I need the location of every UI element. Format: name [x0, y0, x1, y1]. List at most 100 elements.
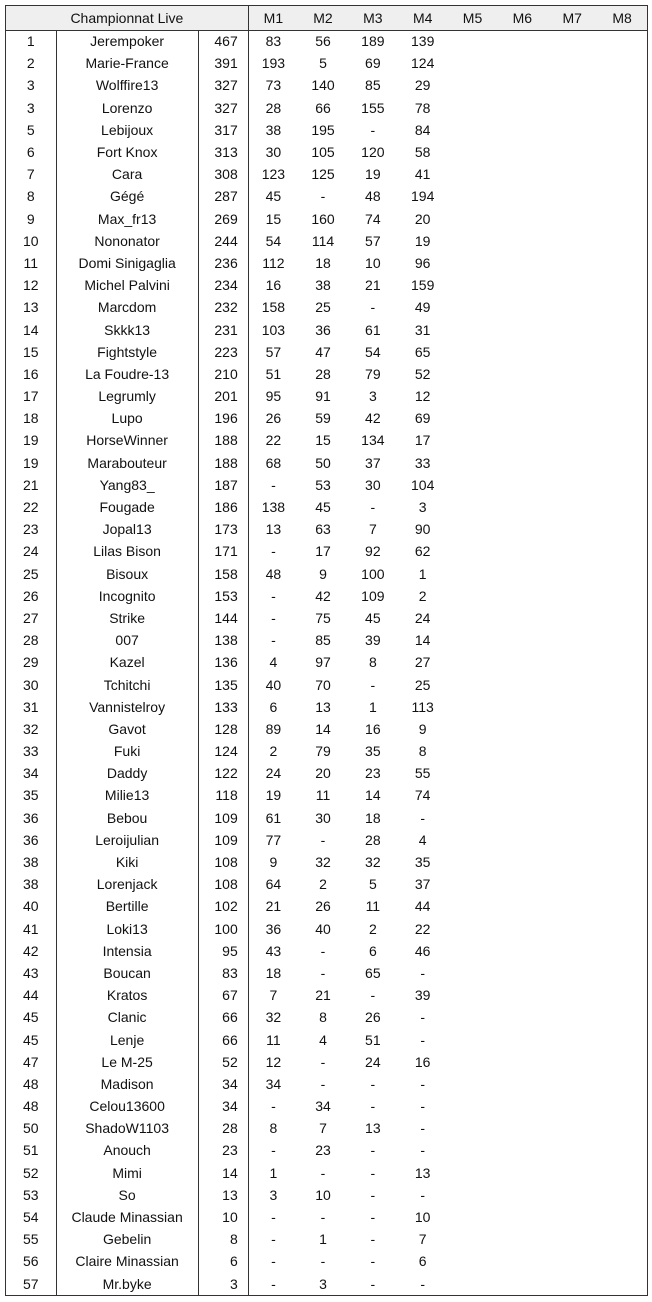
round-score-cell: 125 — [311, 166, 335, 183]
round-score-cell — [597, 563, 647, 585]
player-name-cell: Lorenjack — [56, 873, 199, 896]
round-score-cell — [448, 1162, 498, 1184]
round-score-cell — [448, 119, 498, 141]
round-score-cell: 15 — [265, 210, 282, 227]
round-score-cell: 11 — [365, 898, 381, 915]
table-row: 32 Gavot 128 89 14 16 9 — [6, 717, 647, 740]
table-row: 35 Milie13 118 19 11 14 74 — [6, 784, 647, 807]
round-score-cell: 79 — [365, 365, 381, 382]
round-score-cell — [547, 807, 597, 829]
round-score-cell — [547, 496, 597, 518]
round-score-cell: 13 — [315, 698, 331, 715]
round-score-cell — [547, 341, 597, 363]
round-score-cell — [547, 563, 597, 585]
round-score-cell — [448, 318, 498, 340]
round-score-cell: 5 — [368, 876, 377, 893]
round-score-cell — [448, 873, 498, 895]
player-name-cell: 007 — [56, 629, 199, 652]
round-score-cell — [597, 1250, 647, 1272]
player-name-cell: Celou13600 — [56, 1095, 199, 1118]
rank-cell: 16 — [6, 362, 57, 385]
rank-cell: 7 — [6, 163, 57, 186]
round-score-cell: - — [271, 543, 276, 560]
round-score-cell — [547, 208, 597, 230]
round-score-cell — [497, 74, 547, 96]
round-score-cell — [497, 673, 547, 695]
table-row: 19 HorseWinner 188 22 15 134 17 — [6, 429, 647, 452]
rank-cell: 1 — [6, 30, 57, 53]
points-cell: 118 — [198, 784, 249, 807]
round-score-cell — [448, 1184, 498, 1206]
table-row: 7 Cara 308 123 125 19 41 — [6, 163, 647, 186]
round-score-cell: 51 — [365, 1031, 381, 1048]
round-score-cell — [497, 563, 547, 585]
round-score-cell: 23 — [315, 1142, 331, 1159]
points-cell: 232 — [198, 296, 249, 319]
round-score-cell — [547, 1184, 597, 1206]
table-row: 54 Claude Minassian 10- - -10 — [6, 1205, 647, 1229]
round-score-cell: 16 — [414, 1053, 431, 1070]
round-score-cell: 48 — [365, 188, 381, 205]
round-score-cell — [448, 673, 498, 695]
round-score-cell: 54 — [265, 232, 282, 249]
round-score-cell — [597, 474, 647, 496]
round-score-cell — [497, 1006, 547, 1028]
round-score-cell — [497, 185, 547, 207]
round-score-cell: 32 — [265, 1009, 282, 1026]
round-score-cell — [547, 230, 597, 252]
player-name-cell: Lupo — [56, 407, 199, 430]
table-row: 3 Wolffire13 327 73 140 85 29 — [6, 74, 647, 97]
rank-cell: 14 — [6, 318, 57, 341]
round-score-cell — [597, 52, 647, 74]
round-score-cell — [448, 1228, 498, 1250]
player-name-cell: Lilas Bison — [56, 540, 199, 563]
round-score-cell — [497, 252, 547, 274]
rank-cell: 54 — [6, 1205, 57, 1229]
points-cell: 234 — [198, 274, 249, 297]
round-score-cell: 43 — [265, 942, 282, 959]
player-name-cell: Madison — [56, 1072, 199, 1095]
round-score-cell — [448, 1095, 498, 1117]
round-score-cell: 9 — [319, 565, 327, 582]
round-score-cell — [547, 141, 597, 163]
round-score-cell: 139 — [411, 33, 435, 50]
player-name-cell: Daddy — [56, 762, 199, 785]
round-score-cell: 120 — [361, 144, 385, 161]
rank-cell: 26 — [6, 584, 57, 607]
round-score-cell — [597, 1028, 647, 1050]
points-cell: 236 — [198, 251, 249, 275]
round-score-cell — [547, 829, 597, 851]
round-score-cell — [547, 718, 597, 740]
round-score-cell: 53 — [315, 476, 331, 493]
round-score-cell — [547, 1228, 597, 1250]
round-score-cell: - — [320, 1053, 326, 1070]
player-name-cell: Fuki — [56, 740, 199, 763]
points-cell: 210 — [198, 362, 249, 385]
round-score-cell — [597, 851, 647, 873]
round-score-cell — [497, 1095, 547, 1117]
rank-cell: 9 — [6, 207, 57, 230]
round-score-cell: 57 — [365, 232, 381, 249]
points-cell: 122 — [198, 762, 249, 785]
table-body: 1 Jerempoker 467 83 56 189 139 2 Marie-France 391… — [6, 30, 647, 1295]
round-score-cell: 12 — [265, 1053, 282, 1070]
points-cell: 173 — [198, 518, 249, 541]
points-cell: 133 — [198, 695, 249, 718]
round-score-cell: 18 — [365, 809, 381, 826]
player-name-cell: Domi Sinigaglia — [56, 251, 199, 275]
round-score-cell: 112 — [262, 254, 285, 271]
round-score-cell — [448, 97, 498, 119]
points-cell: 327 — [198, 74, 249, 97]
round-score-cell — [448, 629, 498, 651]
round-score-cell: 31 — [414, 321, 431, 338]
player-name-cell: Incognito — [56, 584, 199, 607]
round-score-cell: 1 — [269, 1164, 278, 1181]
round-score-cell: 105 — [311, 144, 335, 161]
round-score-cell: 26 — [365, 1009, 381, 1026]
round-score-cell — [448, 208, 498, 230]
round-score-cell: 104 — [411, 476, 435, 493]
player-name-cell: Yang83_ — [56, 473, 199, 496]
round-score-cell: - — [271, 476, 276, 493]
table-row: 9 Max_fr13 269 15 160 74 20 — [6, 207, 647, 230]
round-score-cell: - — [370, 499, 376, 516]
